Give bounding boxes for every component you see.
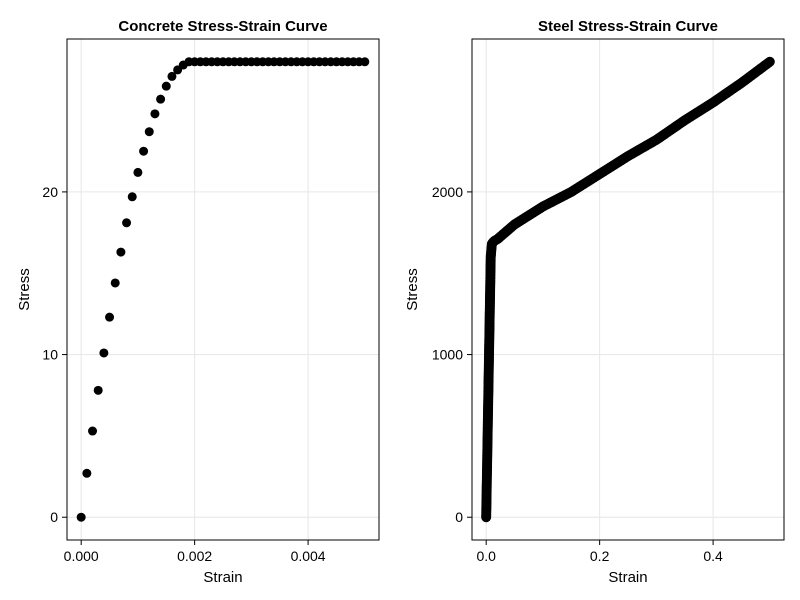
concrete-plot-frame [66, 38, 380, 541]
steel-points [481, 56, 775, 523]
steel-chart-title: Steel Stress-Strain Curve [538, 18, 718, 35]
concrete-chart: 0.000 0.002 0.004 0 10 20 Concrete Stress-St… [16, 18, 380, 586]
concrete-data-point [99, 348, 109, 358]
steel-y-axis-label: Stress [404, 268, 421, 311]
steel-plot-frame [471, 38, 785, 541]
concrete-x-tick-label: 0.004 [291, 548, 326, 564]
concrete-y-ticks: 0 10 20 [42, 184, 67, 525]
steel-data-point [764, 56, 775, 67]
steel-y-tick-label: 2000 [432, 184, 463, 200]
steel-y-tick-label: 0 [455, 509, 463, 525]
steel-x-axis-label: Strain [608, 569, 647, 586]
steel-chart: 0.0 0.2 0.4 0 1000 2000 Steel Stress-Strain … [404, 18, 785, 586]
concrete-data-point [127, 192, 137, 202]
concrete-points [76, 57, 370, 522]
concrete-y-tick-label: 0 [50, 509, 58, 525]
concrete-data-point [150, 109, 160, 119]
concrete-y-tick-label: 10 [42, 347, 58, 363]
concrete-data-point [167, 71, 177, 81]
concrete-data-point [82, 468, 92, 478]
steel-y-tick-label: 1000 [432, 347, 463, 363]
concrete-chart-title: Concrete Stress-Strain Curve [118, 18, 327, 35]
concrete-x-tick-label: 0.002 [177, 548, 212, 564]
steel-y-ticks: 0 1000 2000 [432, 184, 472, 525]
concrete-data-point [360, 57, 370, 67]
concrete-data-point [116, 247, 126, 257]
steel-x-tick-label: 0.2 [590, 548, 610, 564]
concrete-data-point [156, 94, 166, 104]
concrete-grid [67, 39, 379, 540]
concrete-y-axis-label: Stress [16, 268, 33, 311]
concrete-x-axis-label: Strain [203, 569, 242, 586]
concrete-data-point [122, 218, 132, 228]
concrete-data-point [76, 512, 86, 522]
steel-grid [472, 39, 784, 540]
concrete-x-tick-label: 0.000 [64, 548, 99, 564]
steel-x-tick-label: 0.4 [703, 548, 723, 564]
concrete-data-point [161, 81, 171, 91]
concrete-x-ticks: 0.000 0.002 0.004 [64, 540, 326, 564]
steel-x-tick-label: 0.0 [476, 548, 496, 564]
concrete-data-point [144, 127, 154, 137]
concrete-data-point [105, 312, 115, 322]
concrete-data-point [133, 167, 143, 177]
concrete-data-point [139, 146, 149, 156]
concrete-data-point [110, 278, 120, 288]
steel-x-ticks: 0.0 0.2 0.4 [476, 540, 723, 564]
concrete-data-point [88, 426, 98, 436]
concrete-y-tick-label: 20 [42, 184, 58, 200]
concrete-data-point [93, 385, 103, 395]
